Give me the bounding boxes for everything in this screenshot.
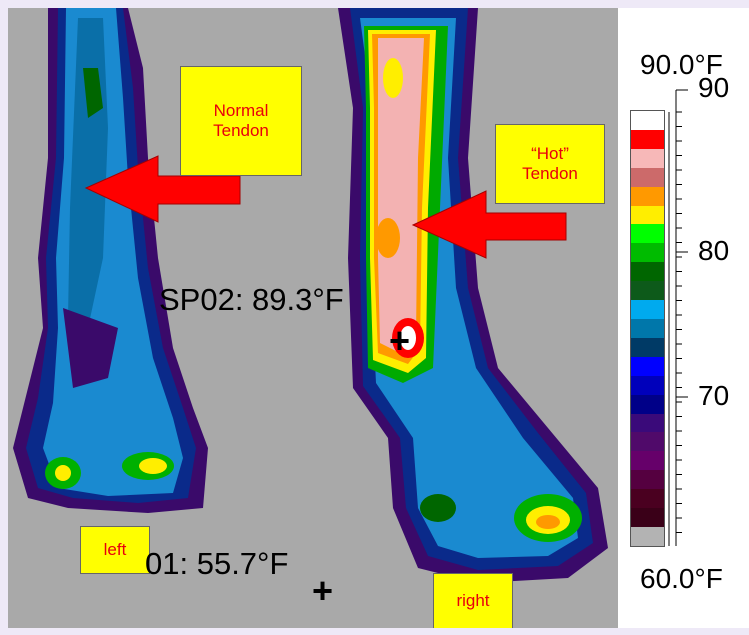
color-swatch (631, 111, 664, 130)
scale-tick-90: 90 (698, 72, 730, 103)
color-swatch (631, 281, 664, 301)
color-swatch (631, 375, 664, 395)
color-swatch (631, 489, 664, 509)
spot-sp01-crosshair-icon: + (312, 570, 334, 611)
color-swatch (631, 300, 664, 319)
color-swatch (631, 224, 664, 244)
spot-sp02-crosshair-icon: + (389, 320, 411, 361)
spot-sp01-label: 01: 55.7°F (145, 546, 289, 581)
color-swatch (631, 337, 664, 357)
color-scale-bar (630, 110, 665, 547)
color-swatch (631, 470, 664, 490)
normal-tendon-note: Normal Tendon (180, 66, 302, 176)
left-note: left (80, 526, 150, 574)
arrow-hot-tendon (411, 190, 567, 259)
color-swatch (631, 432, 664, 452)
color-swatch (631, 451, 664, 471)
right-leg (338, 8, 608, 583)
arrow-normal-tendon (84, 155, 241, 223)
thermal-image: Normal Tendon “Hot” Tendon left right SP… (8, 8, 618, 628)
left-leg (13, 8, 208, 513)
color-swatch (631, 186, 664, 206)
scale-max-label: 90.0°F (640, 49, 723, 80)
hot-tendon-note: “Hot” Tendon (495, 124, 605, 204)
spot-sp02-label: SP02: 89.3°F (159, 282, 344, 317)
color-swatch (631, 205, 664, 225)
color-swatch (631, 526, 664, 546)
color-swatch (631, 413, 664, 433)
color-swatch (631, 508, 664, 527)
color-swatch (631, 318, 664, 338)
color-swatch (631, 129, 664, 149)
color-swatch (631, 243, 664, 263)
color-swatch (631, 262, 664, 282)
color-swatch (631, 394, 664, 414)
scale-tick-70: 70 (698, 380, 730, 411)
scale-tick-80: 80 (698, 235, 730, 266)
color-swatch (631, 167, 664, 187)
right-note: right (433, 573, 513, 628)
color-swatch (631, 148, 664, 168)
color-swatch (631, 356, 664, 376)
scale-min-label: 60.0°F (640, 563, 723, 594)
horse-legs-thermogram (13, 8, 608, 583)
